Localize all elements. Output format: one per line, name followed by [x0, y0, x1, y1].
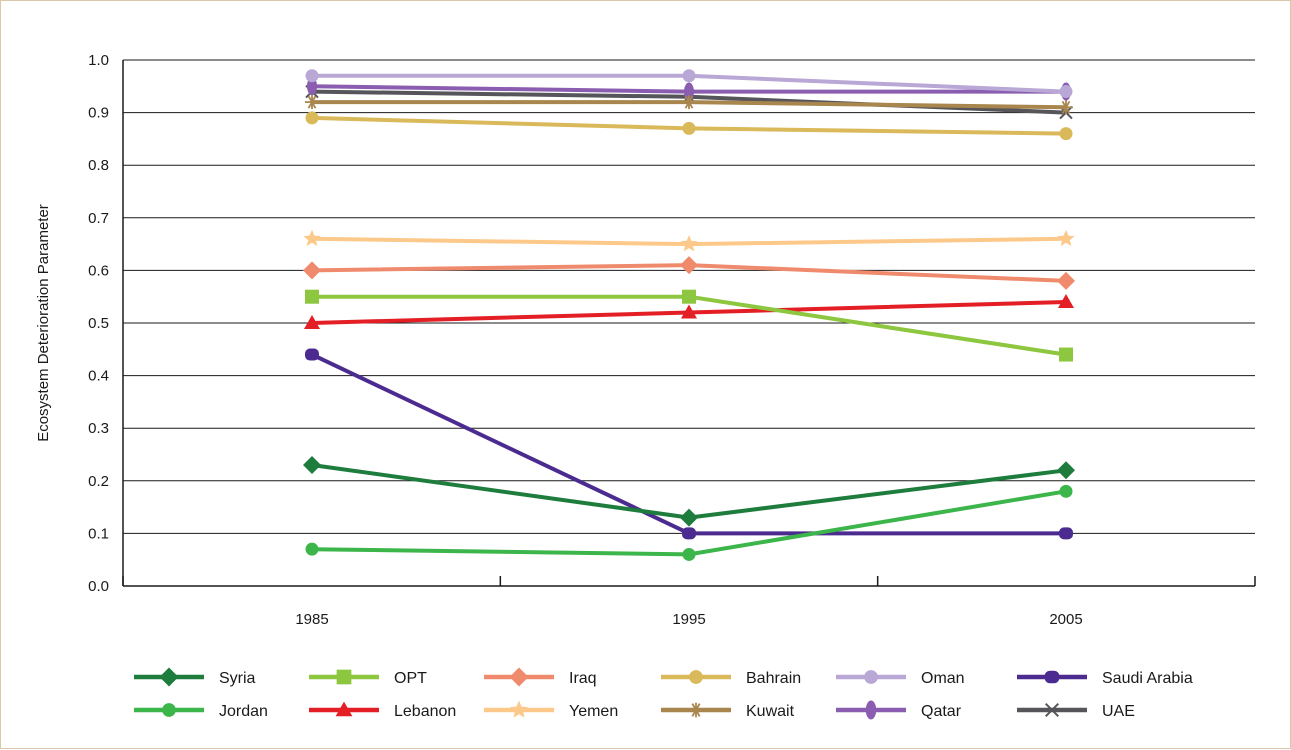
data-point	[1059, 100, 1073, 115]
legend-item: Lebanon	[309, 701, 456, 720]
data-point	[1044, 670, 1060, 684]
legend-label: Lebanon	[394, 703, 456, 720]
data-point	[682, 69, 696, 83]
y-tick-label: 0.9	[88, 105, 109, 122]
data-point	[335, 701, 353, 717]
data-point	[682, 95, 696, 110]
data-point	[1059, 347, 1073, 362]
legend-item: Oman	[836, 670, 965, 687]
legend-label: Yemen	[569, 703, 618, 720]
data-point	[1057, 229, 1075, 247]
y-tick-label: 0.7	[88, 210, 109, 227]
series-bahrain	[305, 111, 1073, 141]
data-point	[305, 348, 319, 361]
data-point	[680, 256, 698, 275]
legend-item: Saudi Arabia	[1017, 670, 1193, 687]
data-point	[864, 670, 878, 684]
data-point	[682, 289, 696, 304]
legend-item: Bahrain	[661, 670, 801, 687]
data-point	[1058, 293, 1074, 308]
legend-label: Qatar	[921, 703, 962, 720]
data-point	[681, 304, 697, 319]
data-point	[1059, 85, 1073, 99]
data-point	[682, 527, 696, 540]
data-point	[162, 703, 176, 717]
data-point	[307, 77, 317, 96]
legend-item: Jordan	[134, 703, 268, 720]
legend-label: OPT	[394, 670, 427, 687]
data-point	[1057, 461, 1075, 480]
data-point	[1044, 702, 1060, 718]
series-iraq	[303, 256, 1075, 290]
data-point	[303, 229, 321, 247]
data-point	[510, 700, 528, 718]
data-point	[303, 261, 321, 280]
y-tick-label: 0.3	[88, 420, 109, 437]
data-point	[682, 547, 696, 561]
series-jordan	[305, 484, 1073, 561]
y-tick-label: 0.0	[88, 578, 109, 595]
y-tick-label: 0.6	[88, 262, 109, 279]
data-point	[305, 111, 319, 125]
legend-item: Yemen	[484, 700, 618, 720]
series-syria	[303, 456, 1075, 527]
axes	[122, 60, 1256, 587]
y-tick-label: 1.0	[88, 52, 109, 69]
legend-item: UAE	[1017, 702, 1135, 720]
y-tick-label: 0.5	[88, 315, 109, 332]
data-point	[680, 235, 698, 252]
data-point	[305, 69, 319, 83]
legend-item: OPT	[309, 669, 427, 687]
data-point	[682, 121, 696, 135]
x-tick-label: 1985	[295, 611, 328, 628]
data-point	[305, 289, 319, 304]
series-line	[311, 352, 1066, 536]
legend-label: Saudi Arabia	[1102, 670, 1193, 687]
legend-item: Kuwait	[661, 702, 795, 720]
data-point	[305, 542, 319, 556]
y-tick-label: 0.4	[88, 368, 109, 385]
data-point	[1059, 527, 1073, 540]
legend-label: Jordan	[219, 703, 268, 720]
data-point	[159, 667, 179, 687]
series-oman	[305, 69, 1073, 99]
data-point	[303, 456, 321, 475]
series-lines	[303, 69, 1075, 561]
legend-label: Syria	[219, 670, 256, 687]
legend-label: Iraq	[569, 670, 597, 687]
data-point	[336, 669, 352, 685]
legend-label: Oman	[921, 670, 965, 687]
data-point	[305, 95, 319, 110]
data-point	[1059, 484, 1073, 498]
y-axis-title: Ecosystem Deterioration Parameter	[35, 204, 52, 442]
tick-labels: 0.0 0.1 0.2 0.3 0.4 0.5 0.6 0.7 0.8 0.9 1.0 1985 199…	[88, 52, 1083, 628]
data-point	[865, 700, 877, 720]
x-tick-label: 1995	[672, 611, 705, 628]
legend-item: Iraq	[484, 667, 597, 687]
series-lebanon	[304, 293, 1074, 329]
legend-label: Bahrain	[746, 670, 801, 687]
legend-label: Kuwait	[746, 703, 795, 720]
data-point	[680, 508, 698, 527]
legend: Syria Jordan OPT Lebanon Iraq Yemen Bahrain Kuw…	[134, 667, 1193, 720]
y-tick-label: 0.1	[88, 525, 109, 542]
data-point	[689, 670, 703, 684]
data-point	[1057, 271, 1075, 290]
series-saudi-arabia	[305, 348, 1073, 540]
data-point	[688, 702, 704, 718]
series-kuwait	[305, 95, 1073, 115]
data-point	[1059, 127, 1073, 141]
data-point	[509, 667, 529, 687]
legend-item: Syria	[134, 667, 256, 687]
x-tick-label: 2005	[1049, 611, 1082, 628]
series-yemen	[303, 229, 1075, 252]
series-opt	[305, 289, 1073, 362]
legend-item: Qatar	[836, 700, 962, 720]
data-point	[304, 315, 320, 329]
y-tick-label: 0.2	[88, 473, 109, 490]
legend-label: UAE	[1102, 703, 1135, 720]
y-tick-label: 0.8	[88, 157, 109, 174]
